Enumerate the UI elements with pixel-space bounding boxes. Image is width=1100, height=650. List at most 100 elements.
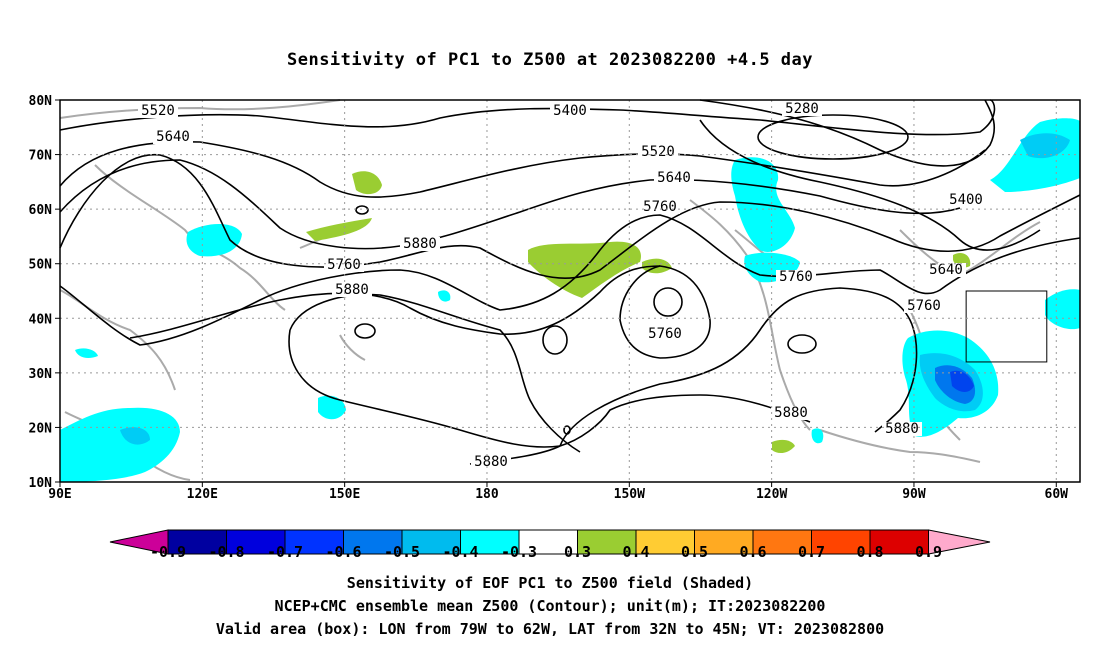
colorbar-swatch — [518, 529, 578, 555]
positive-region — [306, 218, 372, 241]
colorbar-swatch — [460, 529, 520, 555]
lat-label: 20N — [29, 421, 53, 436]
lat-label: 80N — [29, 94, 53, 109]
contour-label: 5640 — [156, 129, 190, 145]
negative-region — [318, 395, 346, 420]
negative-region — [950, 370, 974, 392]
negative-region — [438, 290, 451, 302]
contour-label: 5880 — [774, 405, 808, 421]
colorbar — [109, 529, 991, 555]
contour-label: 5520 — [641, 144, 675, 160]
caption-shaded: Sensitivity of EOF PC1 to Z500 field (Sh… — [346, 574, 754, 592]
negative-region — [1045, 289, 1080, 330]
negative-region — [75, 348, 98, 358]
colorbar-label: 0.5 — [681, 543, 708, 561]
longitude-labels: 90E 120E 150E 180 150W 120W 90W 60W — [48, 482, 1068, 502]
colorbar-label: 0.6 — [739, 543, 766, 561]
contour-label-bg — [946, 193, 986, 207]
contour-label: 5640 — [657, 170, 691, 186]
contour-label: 5400 — [553, 103, 587, 119]
contour-label-bg — [550, 104, 590, 118]
contour-label: 5760 — [779, 269, 813, 285]
contour-label-bg — [138, 104, 178, 118]
contour-label: 5880 — [885, 421, 919, 437]
contour-labels: 5520 5640 5400 5280 5520 5640 5760 5400 5760 5640… — [138, 101, 986, 470]
contour-label-bg — [645, 327, 685, 341]
negative-region — [811, 428, 824, 444]
contour-label: 5880 — [474, 454, 508, 470]
positive-region — [352, 171, 382, 195]
lat-label: 50N — [29, 258, 53, 273]
colorbar-label: 0.7 — [798, 543, 825, 561]
colorbar-label: 0.3 — [564, 543, 591, 561]
lat-label: 70N — [29, 149, 53, 164]
contour-label-bg — [654, 171, 694, 185]
lon-label: 60W — [1045, 487, 1069, 502]
colorbar-swatch — [752, 529, 812, 555]
colorbar-swatch — [577, 529, 637, 555]
negative-region — [186, 224, 242, 257]
lat-label: 30N — [29, 367, 53, 382]
caption-valid-area: Valid area (box): LON from 79W to 62W, L… — [215, 620, 885, 638]
negative-region — [60, 407, 180, 482]
positive-region — [772, 439, 795, 454]
lon-label: 90E — [48, 487, 71, 502]
colorbar-label: -0.8 — [208, 543, 244, 561]
lon-label: 150E — [329, 487, 360, 502]
colorbar-label: 0.9 — [915, 543, 942, 561]
contour-label-bg — [153, 130, 193, 144]
lat-label: 10N — [29, 476, 53, 491]
contour-label-bg — [904, 299, 944, 313]
positive-region — [528, 241, 641, 298]
colorbar-swatch — [401, 529, 461, 555]
colorbar-swatch — [343, 529, 403, 555]
colorbar-label: -0.7 — [267, 543, 303, 561]
colorbar-right-tip — [928, 529, 991, 555]
caption-contour: NCEP+CMC ensemble mean Z500 (Contour); u… — [274, 597, 826, 615]
colorbar-swatch — [284, 529, 344, 555]
contour-label: 5280 — [785, 101, 819, 117]
contour-label-bg — [332, 283, 372, 297]
colorbar-label: -0.3 — [501, 543, 537, 561]
colorbar-label: -0.4 — [442, 543, 478, 561]
colorbar-label: 0.4 — [622, 543, 649, 561]
contour-label: 5880 — [403, 236, 437, 252]
contour-label-bg — [640, 200, 680, 214]
contour-label-bg — [471, 455, 511, 469]
contour-label: 5400 — [949, 192, 983, 208]
contour-label-bg — [400, 237, 440, 251]
lon-label: 120E — [187, 487, 218, 502]
contour-label: 5640 — [929, 262, 963, 278]
lon-label: 90W — [902, 487, 926, 502]
contour-label-bg — [771, 406, 811, 420]
contour-label-bg — [324, 258, 364, 272]
contour-label: 5880 — [335, 282, 369, 298]
contour-label: 5760 — [643, 199, 677, 215]
contour-label-bg — [882, 422, 922, 436]
colorbar-label: 0.8 — [856, 543, 883, 561]
colorbar-label: -0.6 — [325, 543, 361, 561]
colorbar-swatch — [811, 529, 871, 555]
contour-label-bg — [782, 102, 822, 116]
contour-label: 5520 — [141, 103, 175, 119]
colorbar-label: -0.9 — [150, 543, 186, 561]
lat-label: 40N — [29, 312, 53, 327]
lon-label: 120W — [756, 487, 787, 502]
lat-lon-grid — [60, 100, 1080, 482]
valid-area-box — [965, 290, 1048, 363]
lon-label: 150W — [614, 487, 645, 502]
colorbar-labels: -0.9 -0.8 -0.7 -0.6 -0.5 -0.4 -0.3 0.3 0.4 0.5 0.6… — [150, 543, 942, 561]
colorbar-label: -0.5 — [384, 543, 420, 561]
contour-label: 5760 — [648, 326, 682, 342]
lat-label: 60N — [29, 203, 53, 218]
map-frame — [59, 99, 1081, 483]
lon-label: 180 — [475, 487, 499, 502]
contour-label-bg — [638, 145, 678, 159]
latitude-labels: 80N 70N 60N 50N 40N 30N 20N 10N — [29, 94, 60, 491]
contour-label-bg — [776, 270, 816, 284]
colorbar-swatch — [869, 529, 929, 555]
contour-label-bg — [926, 263, 966, 277]
contour-label: 5760 — [327, 257, 361, 273]
negative-region — [120, 427, 150, 445]
